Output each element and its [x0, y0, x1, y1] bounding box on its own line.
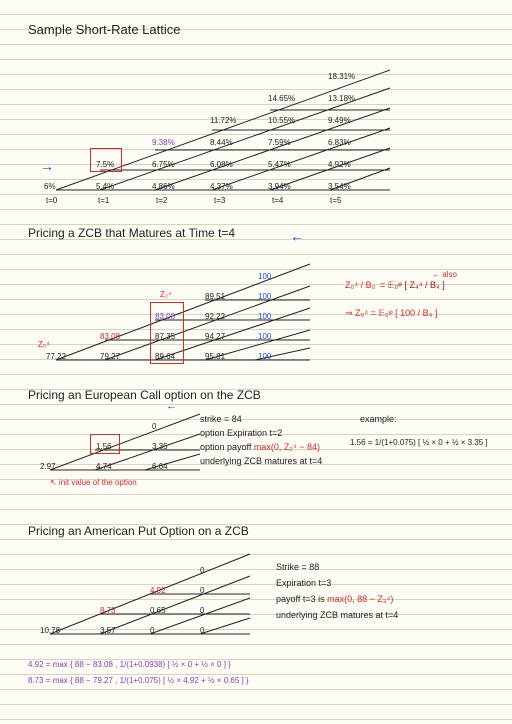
rate-node: 4.92% — [328, 160, 351, 169]
call-node: 0 — [152, 422, 156, 431]
zcb-node: 83.08 — [100, 332, 120, 341]
rate-node: 10.55% — [268, 116, 295, 125]
zcb-node: 79.27 — [100, 352, 120, 361]
rate-node: 9.49% — [328, 116, 351, 125]
example-eq: 1.56 = 1/(1+0.075) [ ½ × 0 + ½ × 3.35 ] — [350, 438, 500, 447]
zcb-node: 94.27 — [205, 332, 225, 341]
put-exp: Expiration t=3 — [276, 578, 331, 588]
rate-node: 13.18% — [328, 94, 355, 103]
zcb-node: 89.51 — [205, 292, 225, 301]
t-label: t=2 — [156, 196, 167, 205]
zcb-node: 77.22 — [46, 352, 66, 361]
z0-label: Z₀⁴ — [38, 340, 50, 349]
rate-node: 7.59% — [268, 138, 291, 147]
zcb-node: 100 — [258, 272, 271, 281]
rate-node: 18.31% — [328, 72, 355, 81]
rate-node: 6% — [44, 182, 56, 191]
put-node: 0 — [200, 566, 204, 575]
rate-node: 8.44% — [210, 138, 233, 147]
t-label: t=3 — [214, 196, 225, 205]
rate-node: 5.4% — [96, 182, 114, 191]
zcb-node: 92.22 — [205, 312, 225, 321]
arrow-left-icon: ← — [166, 400, 177, 412]
rate-node: 6.83% — [328, 138, 351, 147]
rate-node: 6.75% — [152, 160, 175, 169]
call-payoff: option payoff max(0, Z₂⁴ − 84) — [200, 442, 320, 452]
put-node: 0 — [200, 586, 204, 595]
init-value-note: ↖ init value of the option — [50, 478, 140, 487]
zcb-eq-lhs: Z₀⁴ / B₀ — [345, 280, 375, 290]
t-label: t=5 — [330, 196, 341, 205]
put-strike: Strike = 88 — [276, 562, 319, 572]
put-root: 10.78 — [40, 626, 60, 635]
sec4-title: Pricing an American Put Option on a ZCB — [28, 524, 249, 538]
zcb-node: 95.81 — [205, 352, 225, 361]
rate-node: 3.54% — [328, 182, 351, 191]
zcb-node: 100 — [258, 332, 271, 341]
rate-node: 4.86% — [152, 182, 175, 191]
zphi-label: Z₂⁴ — [160, 290, 171, 299]
rate-node: 4.37% — [210, 182, 233, 191]
call-node: 3.35 — [152, 442, 168, 451]
t-label: t=0 — [46, 196, 57, 205]
put-calc2: 8.73 = max { 88 − 79.27 , 1/(1+0.075) [ … — [28, 676, 249, 685]
t-label: t=4 — [272, 196, 283, 205]
sec1-lattice — [0, 0, 420, 210]
put-node: 4.92 — [150, 586, 166, 595]
also-note: ← also — [432, 270, 457, 279]
put-payoff: payoff t=3 is max(0, 88 − Z₃⁴) — [276, 594, 393, 604]
call-node: 6.64 — [152, 462, 168, 471]
rate-node: 5.47% — [268, 160, 291, 169]
zcb-eq-rhs: = 𝔼₀ᵠ [ Z₄⁴ / B₄ ] — [380, 280, 445, 291]
rate-node: 9.38% — [152, 138, 175, 147]
rate-node: 14.65% — [268, 94, 295, 103]
highlight-box — [90, 434, 120, 454]
put-node: 8.73 — [100, 606, 116, 615]
call-root: 2.97 — [40, 462, 56, 471]
rate-node: 11.72% — [210, 116, 237, 125]
put-node: 0.65 — [150, 606, 166, 615]
call-underlying: underlying ZCB matures at t=4 — [200, 456, 322, 466]
zcb-eq2: ⇒ Z₀⁴ = 𝔼₀ᵠ [ 100 / B₄ ] — [345, 308, 437, 319]
sec2-title: Pricing a ZCB that Matures at Time t=4 — [28, 226, 235, 240]
example-label: example: — [360, 414, 397, 424]
zcb-node: 100 — [258, 312, 271, 321]
rate-node: 3.94% — [268, 182, 291, 191]
put-underlying: underlying ZCB matures at t=4 — [276, 610, 398, 620]
call-strike: strike = 84 — [200, 414, 242, 424]
put-node: 3.57 — [100, 626, 116, 635]
zcb-node: 100 — [258, 292, 271, 301]
t-label: t=1 — [98, 196, 109, 205]
put-node: 0 — [200, 606, 204, 615]
put-node: 0 — [200, 626, 204, 635]
put-calc1: 4.92 = max { 88 − 83.08 , 1/(1+0.0938) [… — [28, 660, 231, 669]
highlight-box — [90, 148, 122, 172]
call-exp: option Expiration t=2 — [200, 428, 282, 438]
put-node: 0 — [150, 626, 154, 635]
highlight-box — [150, 302, 184, 364]
rate-node: 6.08% — [210, 160, 233, 169]
call-node: 4.74 — [96, 462, 112, 471]
zcb-node: 100 — [258, 352, 271, 361]
